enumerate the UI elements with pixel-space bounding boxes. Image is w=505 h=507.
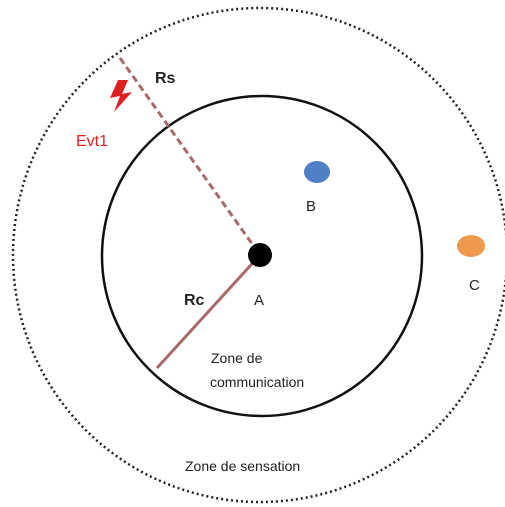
rc-label: Rc xyxy=(184,292,205,309)
zone-sens-label: Zone de sensation xyxy=(185,458,300,474)
event-label: Evt1 xyxy=(76,133,108,150)
node-c xyxy=(457,235,485,257)
communication-zone xyxy=(100,94,424,418)
rs-radius xyxy=(118,57,262,256)
zone-comm-label: communication xyxy=(210,374,304,390)
b-label: B xyxy=(306,198,316,215)
node-a xyxy=(248,243,272,267)
a-label: A xyxy=(254,292,264,309)
event-icon xyxy=(110,80,132,112)
c-label: C xyxy=(469,277,480,294)
sensing-zone xyxy=(11,6,505,504)
zone-comm-label: Zone de xyxy=(211,350,263,366)
rs-label: Rs xyxy=(155,70,176,87)
rc-radius xyxy=(155,253,262,370)
node-b xyxy=(304,161,330,183)
